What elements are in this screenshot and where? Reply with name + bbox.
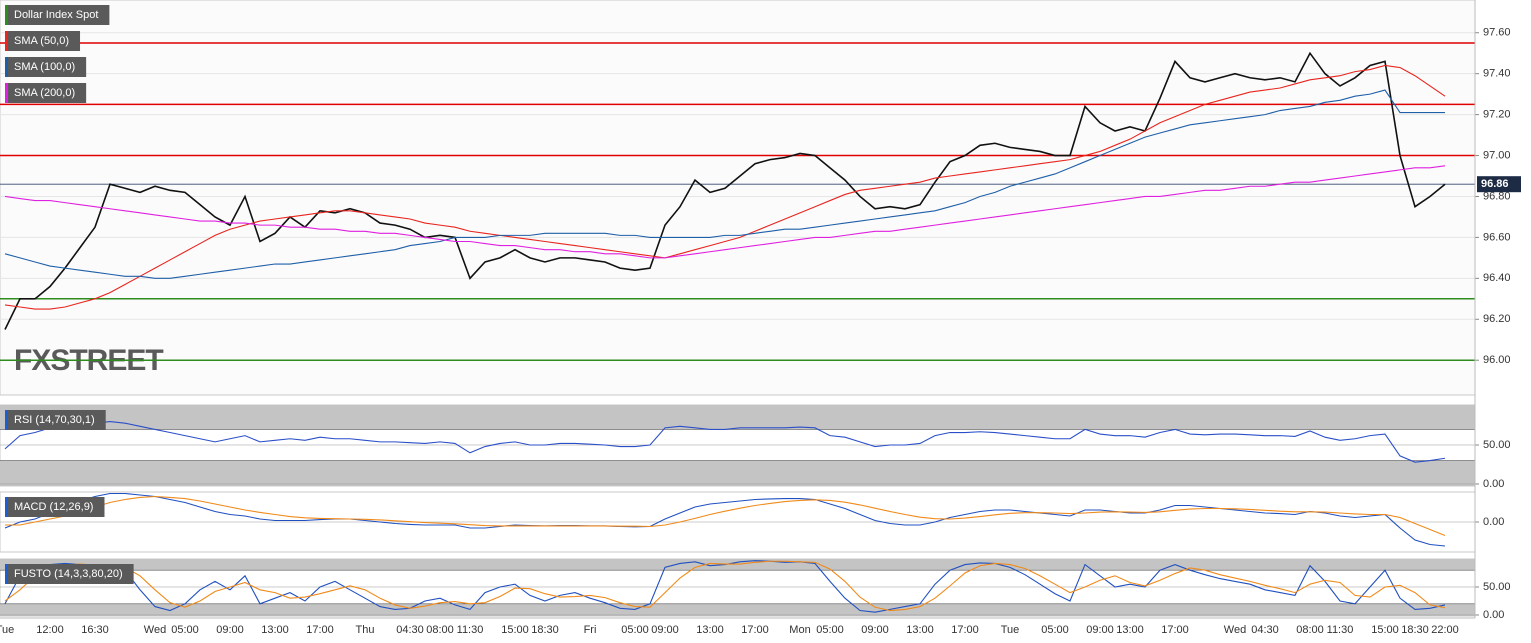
x-tick-label: 05:00 — [1041, 624, 1069, 636]
x-tick-label: 08:00 — [426, 624, 454, 636]
legend-swatch — [5, 5, 8, 25]
panel — [0, 0, 1476, 396]
x-tick-label: 09:00 — [1086, 624, 1114, 636]
x-tick-label: 05:00 — [171, 624, 199, 636]
series-line — [4, 89, 1445, 279]
series-line — [5, 495, 1446, 537]
band-lower — [0, 460, 1475, 486]
y-tick-label: 96.40 — [1483, 272, 1511, 284]
last-price-box — [1477, 176, 1521, 193]
x-tick-label: 17:00 — [951, 624, 979, 636]
x-tick-label: 05:00 — [816, 624, 844, 636]
series-line — [4, 165, 1446, 259]
x-tick-label: 09:00 — [861, 624, 889, 636]
x-tick-label: 09:00 — [651, 624, 679, 636]
legend-box — [5, 564, 134, 584]
x-tick-label: 18:30 — [531, 624, 559, 636]
legend-swatch — [5, 83, 8, 103]
series-line — [4, 64, 1446, 310]
series-line — [4, 51, 1446, 330]
x-tick-label: 13:00 — [261, 624, 289, 636]
x-tick-label: Thu — [356, 624, 375, 636]
y-tick-label: 97.00 — [1483, 149, 1511, 161]
x-tick-label: 08:00 — [1296, 624, 1324, 636]
y-tick-label: 97.40 — [1483, 68, 1511, 80]
x-tick-label: Wed — [144, 624, 166, 636]
series-line — [4, 492, 1446, 547]
y-tick-label: 0.00 — [1483, 609, 1504, 621]
x-tick-label: 04:30 — [1251, 624, 1279, 636]
legend-swatch — [5, 410, 8, 430]
x-tick-label: 15:00 — [501, 624, 529, 636]
x-tick-label: 11:30 — [1327, 624, 1354, 636]
y-tick-label: 50.00 — [1483, 581, 1511, 593]
y-tick-label: 97.20 — [1483, 109, 1511, 121]
series-line — [4, 560, 1446, 613]
legend-label: SMA (50,0) — [14, 35, 69, 47]
legend-label: MACD (12,26,9) — [14, 501, 93, 513]
x-tick-label: 13:00 — [906, 624, 934, 636]
x-tick-label: 04:30 — [396, 624, 424, 636]
legend-box — [5, 410, 106, 430]
legend-label: SMA (100,0) — [14, 61, 75, 73]
y-tick-label: 0.00 — [1483, 516, 1504, 528]
legend-label: RSI (14,70,30,1) — [14, 414, 95, 426]
x-tick-label: 15:00 — [1371, 624, 1399, 636]
legend-box — [5, 497, 105, 517]
legend-box — [5, 83, 87, 103]
legend-box — [5, 5, 110, 25]
legend-label: SMA (200,0) — [14, 87, 75, 99]
x-tick-label: 18:30 — [1401, 624, 1429, 636]
legend-swatch — [5, 497, 8, 517]
y-tick-label: 96.20 — [1483, 313, 1511, 325]
x-tick-label: 05:00 — [621, 624, 649, 636]
legend-swatch — [5, 31, 8, 51]
x-tick-label: 22:00 — [1431, 624, 1459, 636]
x-tick-label: 12:00 — [36, 624, 64, 636]
y-tick-label: 50.00 — [1483, 439, 1511, 451]
legend-label: Dollar Index Spot — [14, 9, 98, 21]
y-tick-label: 96.80 — [1483, 190, 1511, 202]
x-tick-label: 17:00 — [1161, 624, 1189, 636]
legend-box — [5, 57, 87, 77]
x-tick-label: Tue — [0, 624, 14, 636]
series-line — [4, 560, 1446, 612]
y-tick-label: 96.60 — [1483, 231, 1511, 243]
x-tick-label: 13:00 — [696, 624, 724, 636]
band-upper — [0, 559, 1475, 571]
x-tick-label: 09:00 — [216, 624, 244, 636]
x-tick-label: Fri — [584, 624, 597, 636]
x-tick-label: Mon — [789, 624, 810, 636]
y-tick-label: 96.00 — [1483, 354, 1511, 366]
legend-swatch — [5, 57, 8, 77]
legend-swatch — [5, 564, 8, 584]
last-price-label: 96.86 — [1481, 178, 1509, 190]
x-tick-label: Wed — [1224, 624, 1246, 636]
band-lower — [0, 603, 1475, 616]
x-tick-label: 11:30 — [457, 624, 484, 636]
legend-box — [5, 31, 81, 51]
y-tick-label: 0.00 — [1483, 478, 1504, 490]
x-tick-label: 17:00 — [306, 624, 334, 636]
band-upper — [0, 405, 1475, 430]
legend-label: FUSTO (14,3,3,80,20) — [14, 568, 123, 580]
y-tick-label: 97.60 — [1483, 27, 1511, 39]
x-tick-label: 13:00 — [1116, 624, 1144, 636]
x-tick-label: Tue — [1001, 624, 1020, 636]
series-line — [4, 421, 1446, 463]
x-tick-label: 17:00 — [741, 624, 769, 636]
x-tick-label: 16:30 — [81, 624, 109, 636]
